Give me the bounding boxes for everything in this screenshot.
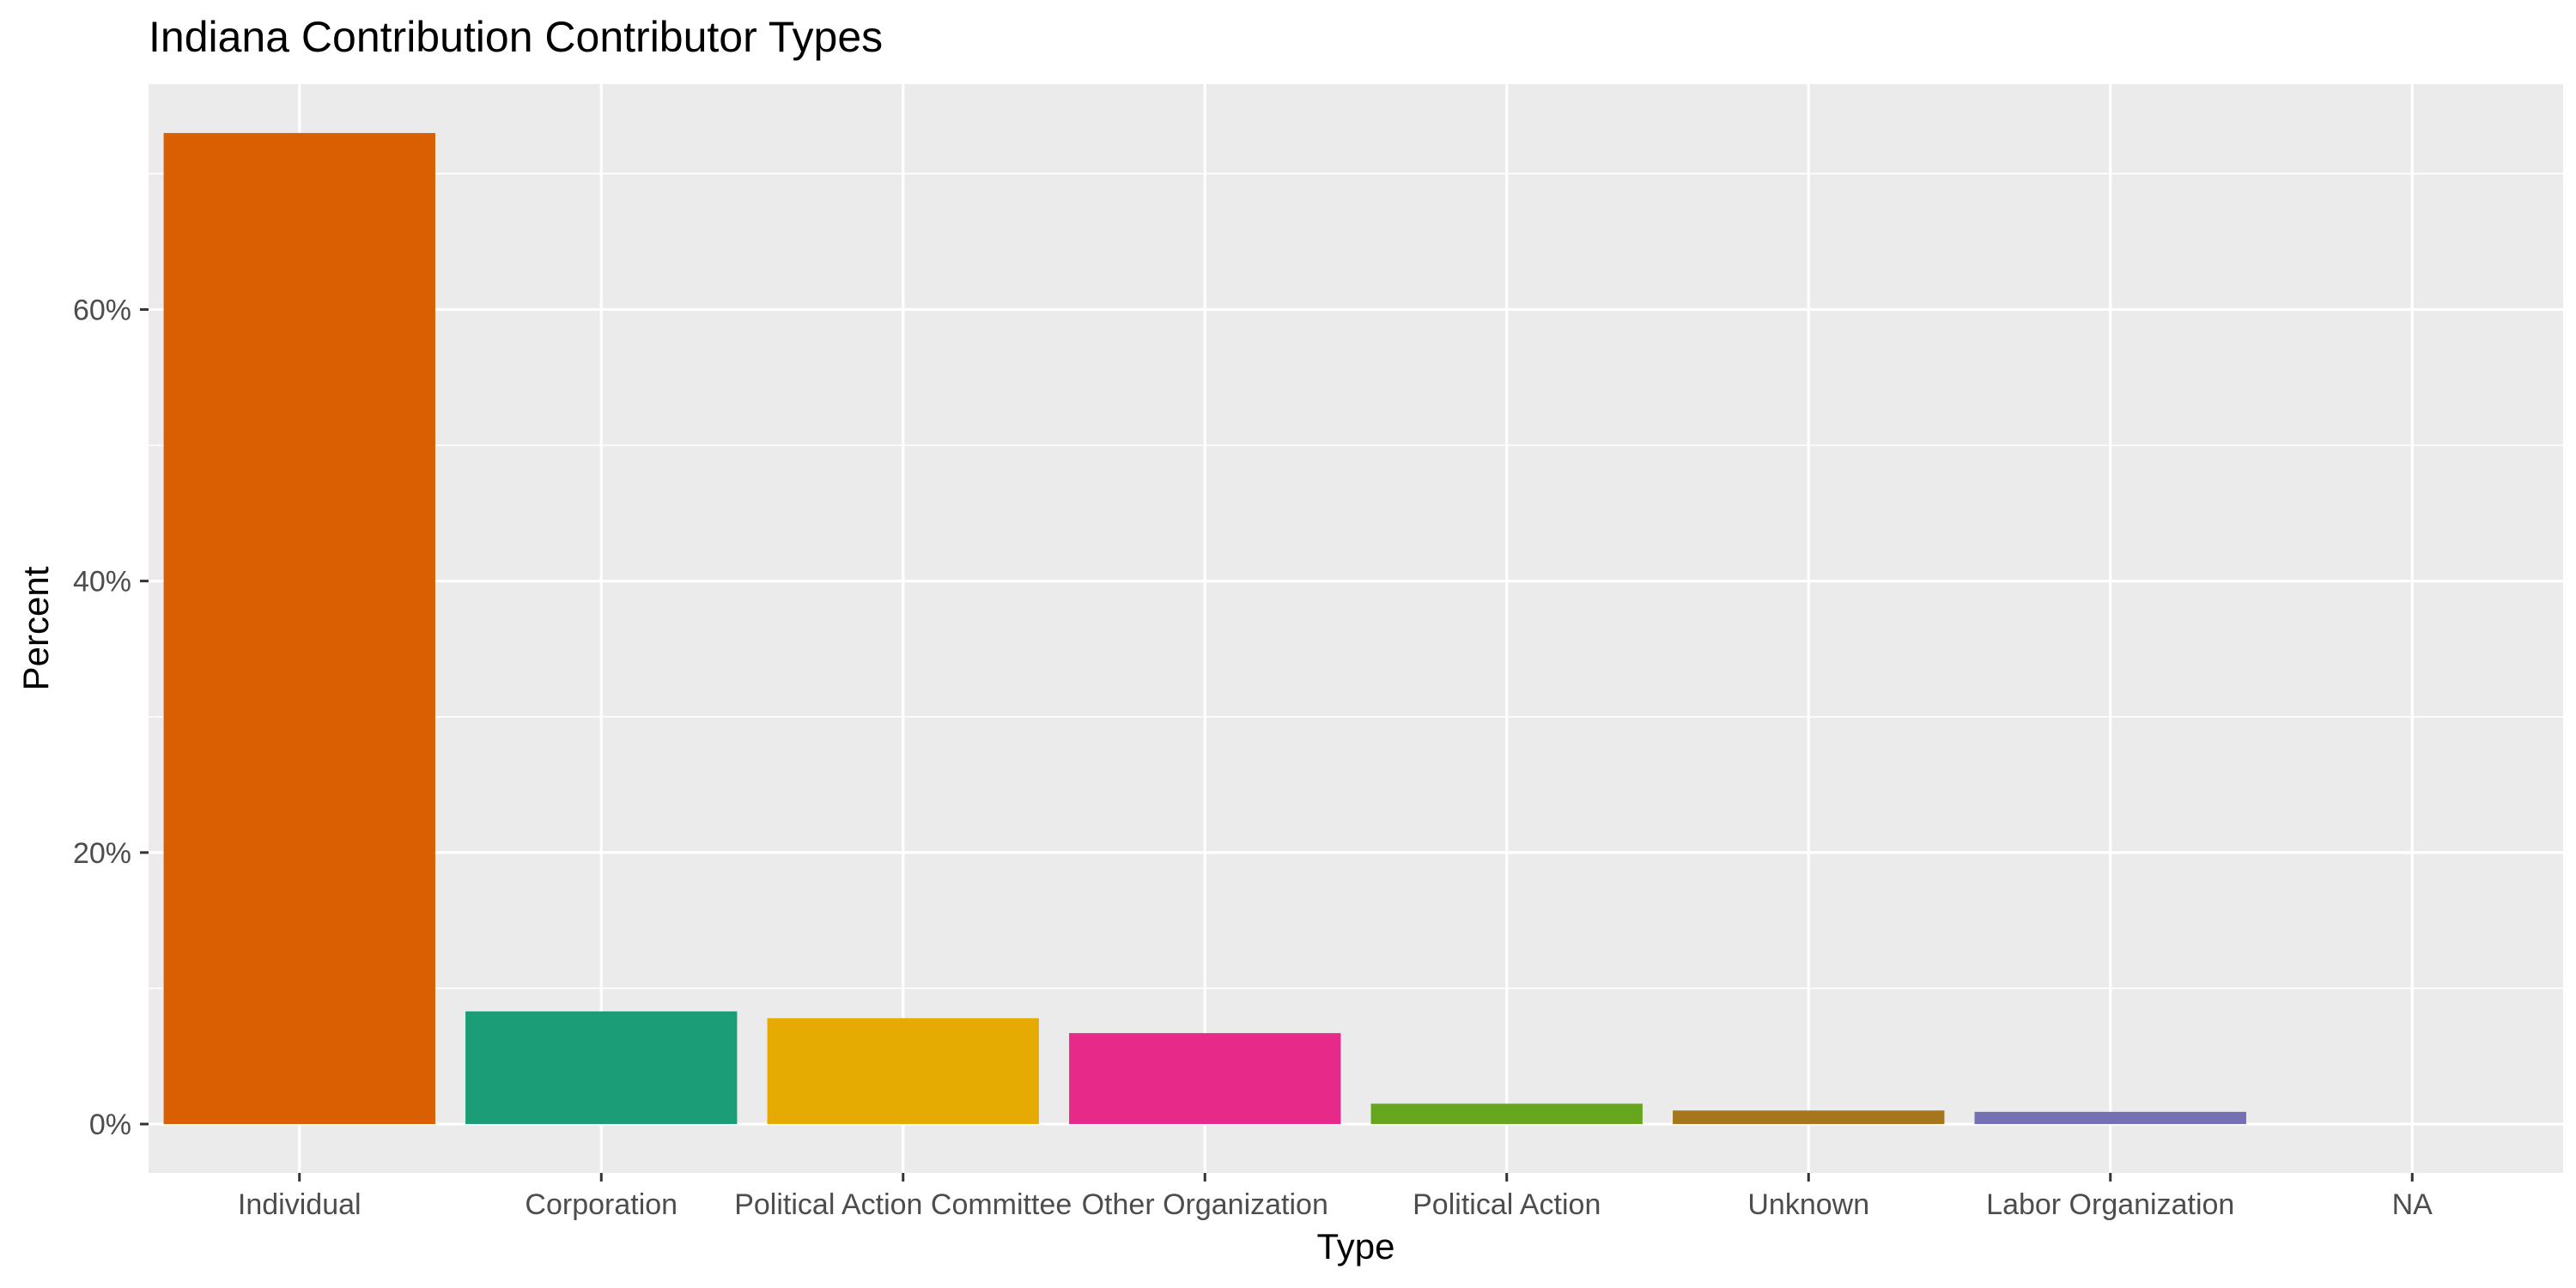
bar <box>1370 1103 1643 1125</box>
plot-panel <box>149 84 2563 1173</box>
bar <box>767 1018 1039 1125</box>
bar <box>465 1011 738 1125</box>
x-tick-label: Labor Organization <box>1986 1188 2234 1221</box>
bars <box>163 132 2246 1125</box>
bar <box>1069 1033 1341 1125</box>
x-tick-label: Corporation <box>525 1188 677 1221</box>
x-tick-label: Individual <box>238 1188 361 1221</box>
minor-gridlines <box>149 173 2563 989</box>
y-tick-label: 40% <box>73 566 131 598</box>
y-tick-label: 20% <box>73 837 131 870</box>
y-tick-label: 60% <box>73 294 131 326</box>
x-tick-label: Other Organization <box>1082 1188 1328 1221</box>
y-axis-title: Percent <box>15 566 56 690</box>
y-axis: 0% 20% 40% 60% <box>73 294 149 1141</box>
x-tick-label: Unknown <box>1747 1188 1869 1221</box>
y-tick-label: 0% <box>89 1109 131 1141</box>
bar <box>1673 1110 1945 1125</box>
major-gridlines <box>149 84 2563 1173</box>
chart-title: Indiana Contribution Contributor Types <box>149 13 883 61</box>
x-tick-label: NA <box>2392 1188 2433 1221</box>
bar <box>163 132 435 1125</box>
x-tick-label: Political Action <box>1413 1188 1601 1221</box>
x-axis: Individual Corporation Political Action Co… <box>238 1173 2433 1221</box>
x-tick-label: Political Action Committee <box>734 1188 1072 1221</box>
bar <box>1974 1111 2246 1125</box>
x-axis-title: Type <box>1316 1226 1394 1267</box>
